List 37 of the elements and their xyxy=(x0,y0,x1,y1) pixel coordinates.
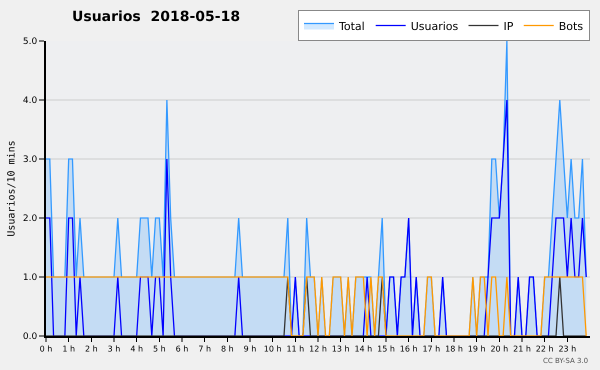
legend-label: Bots xyxy=(558,20,584,33)
x-tick-label: 17 h xyxy=(422,344,440,354)
x-tick-label: 4 h xyxy=(130,344,144,354)
x-tick-label: 14 h xyxy=(354,344,372,354)
y-tick-label: 3.0 xyxy=(22,155,38,166)
x-tick-label: 13 h xyxy=(332,344,350,354)
x-tick-label: 5 h xyxy=(152,344,166,354)
legend-label: Total xyxy=(338,20,365,33)
line-series xyxy=(46,99,587,336)
x-tick-label: 7 h xyxy=(198,344,212,354)
x-tick-label: 20 h xyxy=(490,344,508,354)
x-tick-label: 9 h xyxy=(244,344,256,354)
x-tick-label: 16 h xyxy=(400,344,418,354)
x-tick-label: 2 h xyxy=(84,344,98,354)
x-tick-label: 3 h xyxy=(108,344,120,354)
x-tick-label: 1 h xyxy=(62,344,76,354)
x-tick-label: 12 h xyxy=(309,344,327,354)
y-axis-title: Usuarios/10 mins xyxy=(6,140,18,237)
x-tick-label: 6 h xyxy=(176,344,188,354)
y-tick-label: 5.0 xyxy=(22,37,38,48)
y-tick-label: 2.0 xyxy=(22,214,38,224)
x-tick-label: 8 h xyxy=(220,344,234,354)
y-tick-label: 1.0 xyxy=(22,273,38,284)
x-tick-label: 0 h xyxy=(40,344,52,354)
legend-label: IP xyxy=(504,20,514,33)
y-tick-label: 0.0 xyxy=(22,332,38,342)
x-tick-label: 15 h xyxy=(377,344,395,354)
x-tick-label: 10 h xyxy=(264,344,282,354)
x-tick-label: 23 h xyxy=(558,344,576,354)
x-tick-label: 21 h xyxy=(513,344,531,354)
y-tick-label: 4.0 xyxy=(22,96,38,106)
x-tick-label: 18 h xyxy=(445,344,463,354)
legend-label: Usuarios xyxy=(410,20,459,33)
x-tick-label: 11 h xyxy=(286,344,304,354)
chart-title: Usuarios 2018-05-18 xyxy=(72,8,240,25)
x-tick-label: 22 h xyxy=(536,344,554,354)
x-tick-label: 19 h xyxy=(468,344,486,354)
